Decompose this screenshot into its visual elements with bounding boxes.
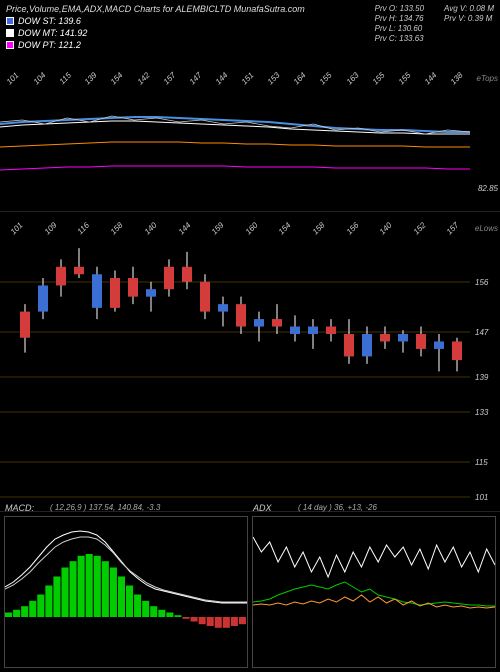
ema-axis-title: eTops [477,74,499,83]
adx-panel: ADX ( 14 day ) 36, +13, -26 [252,516,496,668]
legend-st: DOW ST: 139.6 [18,16,81,26]
legend-pt: DOW PT: 121.2 [18,40,81,50]
macd-label: MACD: [5,503,34,513]
macd-chart [5,517,247,667]
price-panel: 1011091161581401441591601541581561401521… [0,222,500,512]
svg-text:115: 115 [475,458,488,467]
legend-box-mt [6,29,14,37]
prev-high: Prv H: 134.76 [375,14,424,23]
indicator-row: MACD: ( 12,26,9 ) 137.54, 140.84, -3.3 A… [0,512,500,672]
chart-title: Price,Volume,EMA,ADX,MACD Charts for ALE… [6,4,305,14]
ema-x-labels: 1011041151391541421571471441511531641551… [0,74,470,83]
ema-chart [0,72,470,192]
avg-vol: Avg V: 0.08 M [444,4,494,13]
macd-params: ( 12,26,9 ) 137.54, 140.84, -3.3 [50,503,160,512]
adx-chart [253,517,495,667]
svg-text:147: 147 [475,328,489,337]
adx-label: ADX [253,503,272,513]
header-right: Prv O: 133.50 Prv H: 134.76 Prv L: 130.6… [375,4,494,50]
legend-mt: DOW MT: 141.92 [18,28,87,38]
legend-box-pt [6,41,14,49]
candlestick-chart: 156 147 139 133 115 101 [0,222,500,502]
svg-text:139: 139 [475,373,489,382]
ema-y-ref: 82.85 [478,184,498,193]
prev-open: Prv O: 133.50 [375,4,424,13]
legend-box-st [6,17,14,25]
adx-params: ( 14 day ) 36, +13, -26 [298,503,377,512]
price-x-labels: 1011091161581401441591601541581561401521… [0,224,470,233]
chart-header: Price,Volume,EMA,ADX,MACD Charts for ALE… [0,0,500,54]
svg-text:101: 101 [475,493,488,502]
macd-panel: MACD: ( 12,26,9 ) 137.54, 140.84, -3.3 [4,516,248,668]
prev-close: Prv C: 133.63 [375,34,424,43]
header-left: Price,Volume,EMA,ADX,MACD Charts for ALE… [6,4,305,50]
prev-low: Prv L: 130.60 [375,24,424,33]
svg-text:156: 156 [475,278,489,287]
price-axis-title: eLows [475,224,498,233]
prev-vol: Prv V: 0.39 M [444,14,494,23]
svg-text:133: 133 [475,408,489,417]
ema-panel: 1011041151391541421571471441511531641551… [0,72,500,212]
